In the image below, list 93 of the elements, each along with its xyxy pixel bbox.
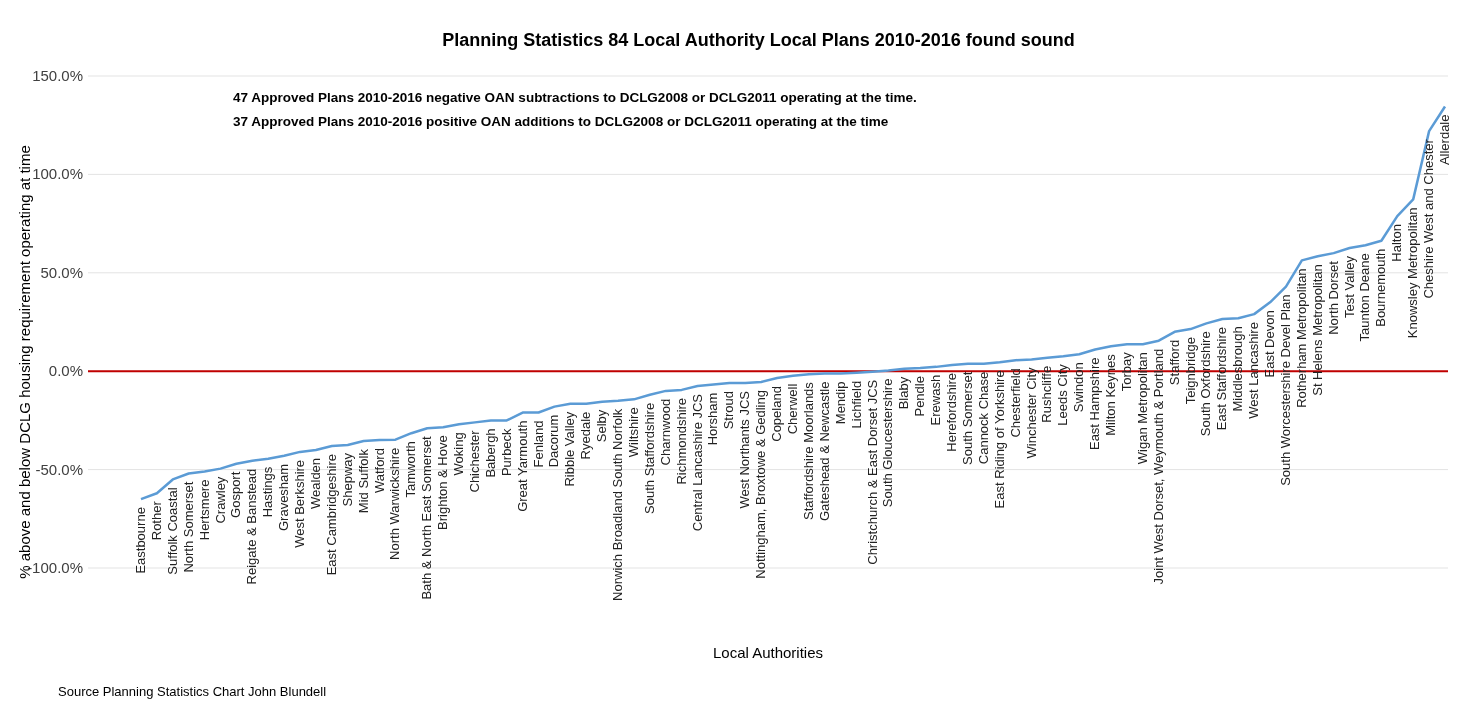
x-tick-label: Herefordshire xyxy=(944,372,960,452)
x-tick-label: Gateshead & Newcastle xyxy=(816,381,832,522)
chart-title: Planning Statistics 84 Local Authority Local Plans 2010-2016 found sound xyxy=(442,30,1075,50)
x-tick-label: Hastings xyxy=(260,466,276,518)
x-tick-label: Shepway xyxy=(339,452,355,507)
x-tick-label: Rother xyxy=(148,500,164,541)
x-tick-label: Christchurch & East Dorset JCS xyxy=(864,379,880,565)
x-tick-label: Cherwell xyxy=(785,383,800,435)
x-tick-label: Suffolk Coastal xyxy=(164,487,180,575)
x-tick-label: Selby xyxy=(594,409,610,443)
x-tick-label: Eastbourne xyxy=(133,507,148,574)
x-tick-label: East Devon xyxy=(1262,310,1278,378)
x-tick-label: Gravesham xyxy=(276,463,292,532)
x-tick-label: Bath & North East Somerset xyxy=(419,435,435,600)
x-tick-label: West Northants JCS xyxy=(737,390,753,509)
x-tick-label: Chesterfield xyxy=(1007,368,1023,438)
x-tick-label: Reigate & Banstead xyxy=(244,468,260,585)
x-tick-label: Halton xyxy=(1389,224,1405,262)
y-tick-label: 150.0% xyxy=(32,67,83,84)
x-tick-label: Norwich Broadland South Norfolk xyxy=(610,408,626,601)
x-tick-label: Torbay xyxy=(1118,351,1134,392)
x-tick-label: Wealden xyxy=(307,457,323,509)
x-tick-label: Rushcliffe xyxy=(1039,365,1055,423)
x-tick-label: Teignbridge xyxy=(1182,337,1198,405)
x-tick-label: North Somerset xyxy=(180,481,196,573)
x-tick-label: Ryedale xyxy=(578,411,594,460)
x-tick-label: North Dorset xyxy=(1325,260,1341,335)
x-tick-label: Cannock Chase xyxy=(975,371,991,465)
x-tick-label: Gosport xyxy=(228,471,244,518)
x-tick-label: Nottingham, Broxtowe & Gedling xyxy=(753,390,769,579)
source-note: Source Planning Statistics Chart John Blundell xyxy=(58,684,327,699)
x-tick-label: Pendle xyxy=(912,376,928,417)
x-tick-label: Hertsmere xyxy=(196,479,212,541)
x-tick-label: Blaby xyxy=(896,376,912,410)
x-tick-label: Watford xyxy=(371,448,387,494)
x-tick-label: Taunton Deane xyxy=(1357,253,1373,342)
x-tick-label: Joint West Dorset, Weymouth & Portland xyxy=(1150,348,1166,585)
x-tick-label: East Hampshire xyxy=(1087,357,1103,451)
x-tick-label: Leeds City xyxy=(1055,363,1071,426)
x-tick-label: Swindon xyxy=(1071,362,1087,413)
x-tick-label: Rotherham Metropolitan xyxy=(1293,268,1309,408)
x-tick-label: Copeland xyxy=(769,386,785,442)
x-tick-label: Test Valley xyxy=(1341,255,1357,318)
y-tick-label: 50.0% xyxy=(40,263,83,281)
x-tick-label: South Oxfordshire xyxy=(1198,331,1214,437)
x-tick-label: Cheshire West and Chester xyxy=(1421,138,1437,299)
x-tick-label: Chichester xyxy=(466,429,482,493)
x-tick-label: Crawley xyxy=(212,476,228,524)
x-tick-label: Wiltshire xyxy=(625,407,641,458)
x-tick-label: Babergh xyxy=(482,428,498,478)
x-tick-label: Stafford xyxy=(1166,339,1182,386)
x-tick-label: Mendip xyxy=(832,381,848,425)
x-tick-label: Purbeck xyxy=(498,427,514,477)
x-tick-label: Lichfield xyxy=(848,380,864,429)
x-tick-label: Bournemouth xyxy=(1373,248,1389,327)
x-tick-label: Middlesbrough xyxy=(1230,326,1246,412)
y-tick-label: -50.0% xyxy=(35,460,83,478)
x-tick-label: Dacorum xyxy=(546,414,562,468)
x-tick-label: Fenland xyxy=(530,420,546,468)
annotation: 47 Approved Plans 2010-2016 negative OAN subtractions to DCLG2008 or DCLG2011 operating at the time. xyxy=(233,90,917,105)
x-axis-title: Local Authorities xyxy=(712,644,824,661)
x-tick-label: South Worcestershire Devel Plan xyxy=(1277,294,1293,486)
x-tick-label: Charnwood xyxy=(657,398,673,466)
x-tick-label: Ribble Valley xyxy=(562,411,578,487)
x-tick-label: Great Yarmouth xyxy=(514,420,530,512)
annotation: 37 Approved Plans 2010-2016 positive OAN additions to DCLG2008 or DCLG2011 operating at the time xyxy=(233,114,889,129)
x-tick-label: Central Lancashire JCS xyxy=(689,393,705,532)
x-tick-label: West Lancashire xyxy=(1246,322,1262,419)
x-tick-label: Allerdale xyxy=(1437,114,1452,166)
x-tick-label: East Cambridgeshire xyxy=(323,453,339,576)
x-tick-label: Knowsley Metropolitan xyxy=(1405,207,1421,339)
x-tick-label: Mid Suffolk xyxy=(355,448,371,514)
x-tick-label: Staffordshire Moorlands xyxy=(800,381,816,520)
x-tick-label: Stroud xyxy=(721,391,737,430)
x-tick-label: Brighton & Hove xyxy=(435,435,451,530)
x-tick-label: Wigan Metropolitan xyxy=(1134,352,1150,465)
x-tick-label: South Gloucestershire xyxy=(880,378,896,508)
x-tick-label: South Staffordshire xyxy=(641,402,657,514)
x-tick-label: Milton Keynes xyxy=(1103,353,1119,436)
y-tick-label: 100.0% xyxy=(32,165,83,183)
x-tick-label: East Staffordshire xyxy=(1214,327,1230,431)
x-tick-label: East Riding of Yorkshire xyxy=(991,370,1007,509)
x-tick-label: Winchester City xyxy=(1023,366,1039,459)
x-tick-label: Erewash xyxy=(928,374,944,426)
x-tick-label: Horsham xyxy=(705,392,721,446)
x-tick-label: Woking xyxy=(451,432,467,476)
x-tick-label: South Somerset xyxy=(959,371,975,465)
x-tick-label: North Warwickshire xyxy=(387,447,403,560)
x-tick-label: Richmondshire xyxy=(673,397,689,485)
x-tick-label: West Berkshire xyxy=(292,459,308,548)
x-tick-label: St Helens Metropolitan xyxy=(1309,264,1325,396)
x-tick-label: Tamworth xyxy=(403,441,419,498)
y-tick-label: 0.0% xyxy=(48,362,83,380)
